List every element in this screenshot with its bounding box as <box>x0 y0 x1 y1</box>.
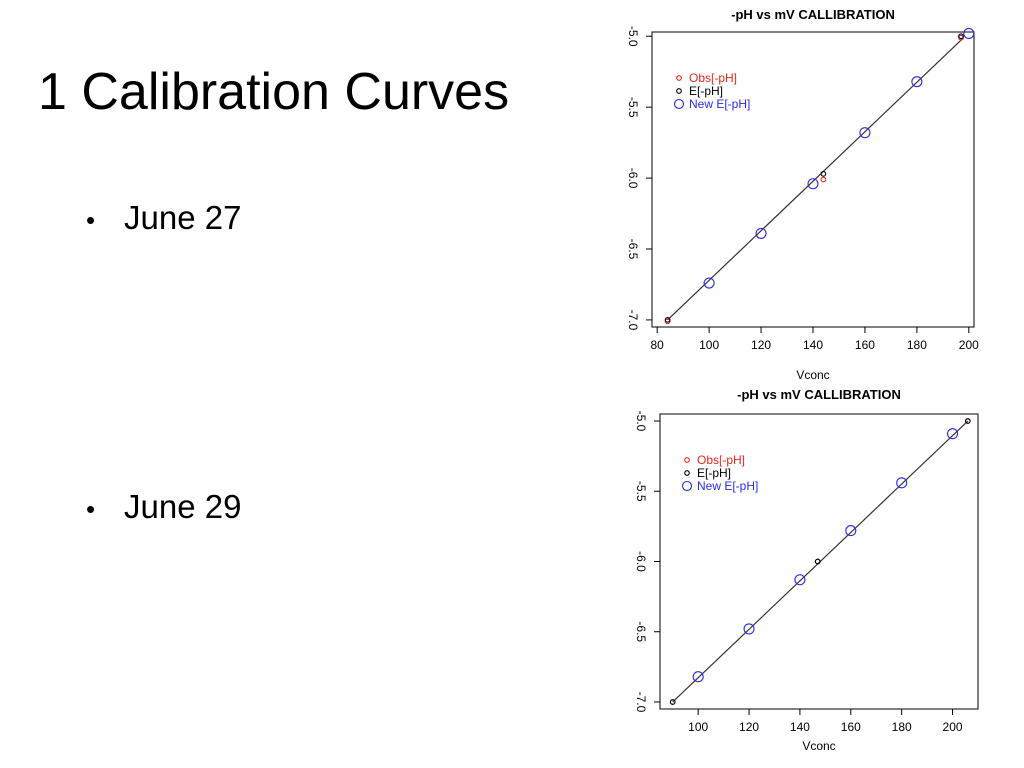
legend-marker <box>676 88 682 94</box>
x-tick-label: 180 <box>907 338 927 352</box>
data-point <box>947 428 959 440</box>
legend-marker <box>681 480 693 492</box>
legend-label: Obs[-pH] <box>689 71 737 85</box>
slide-title: 1 Calibration Curves <box>38 63 510 121</box>
y-tick-label: -5.5 <box>634 481 648 502</box>
legend-label: Obs[-pH] <box>697 453 745 467</box>
y-tick-label: -5.5 <box>626 97 640 118</box>
bullet-dot: • <box>86 494 96 524</box>
x-tick-label: 160 <box>841 720 861 734</box>
legend-marker <box>684 470 690 476</box>
data-point <box>911 76 923 88</box>
y-tick-label: -6.0 <box>626 168 640 189</box>
bullet-text: June 29 <box>124 488 242 525</box>
y-tick-label: -5.0 <box>634 411 648 432</box>
data-point <box>820 176 827 183</box>
data-point <box>896 477 908 489</box>
x-tick-label: 100 <box>688 720 708 734</box>
x-tick-label: 120 <box>751 338 771 352</box>
x-tick-label: 200 <box>943 720 963 734</box>
y-tick-label: -6.5 <box>634 621 648 642</box>
data-point <box>845 525 857 537</box>
x-tick-label: 140 <box>790 720 810 734</box>
data-point <box>755 227 767 239</box>
data-point <box>859 127 871 139</box>
calibration-chart-june-27: -pH vs mV CALLIBRATION 80 100 120 140 160 180 2… <box>626 7 979 382</box>
fit-line <box>667 37 965 321</box>
x-axis-label: Vconc <box>802 739 835 753</box>
x-tick-label: 160 <box>855 338 875 352</box>
data-point <box>703 277 715 289</box>
data-point <box>743 623 755 635</box>
x-tick-label: 200 <box>959 338 979 352</box>
x-tick-label: 140 <box>803 338 823 352</box>
bullet-text: June 27 <box>124 199 242 236</box>
legend-label: E[-pH] <box>689 84 723 98</box>
x-axis-label: Vconc <box>796 368 829 382</box>
legend-label: New E[-pH] <box>689 97 750 111</box>
chart-title: -pH vs mV CALLIBRATION <box>737 387 901 402</box>
x-tick-label: 80 <box>651 338 665 352</box>
y-tick-label: -7.0 <box>626 310 640 331</box>
bullet-dot: • <box>86 205 96 235</box>
y-tick-label: -6.0 <box>634 551 648 572</box>
calibration-chart-june-29: -pH vs mV CALLIBRATION 100 120 140 160 180 200… <box>634 387 979 753</box>
legend-marker <box>673 98 685 110</box>
data-point <box>794 574 806 586</box>
data-point <box>692 671 704 683</box>
data-point <box>664 317 671 323</box>
y-tick-label: -5.0 <box>626 26 640 47</box>
data-point <box>820 170 827 177</box>
bullet-june-27: • June 27 <box>86 198 241 240</box>
chart-title: -pH vs mV CALLIBRATION <box>731 7 895 22</box>
data-point <box>964 418 971 424</box>
data-point <box>669 699 676 705</box>
data-point <box>807 178 819 190</box>
y-tick-label: -6.5 <box>626 239 640 260</box>
data-point <box>814 558 821 565</box>
data-point <box>958 33 964 40</box>
x-tick-label: 100 <box>699 338 719 352</box>
legend-label: E[-pH] <box>697 466 731 480</box>
x-tick-label: 120 <box>739 720 759 734</box>
bullet-june-29: • June 29 <box>86 487 241 529</box>
legend-marker <box>676 75 682 81</box>
x-tick-label: 180 <box>892 720 912 734</box>
data-point <box>963 27 975 39</box>
y-tick-label: -7.0 <box>634 692 648 713</box>
legend-marker <box>684 457 690 463</box>
legend-label: New E[-pH] <box>697 479 758 493</box>
